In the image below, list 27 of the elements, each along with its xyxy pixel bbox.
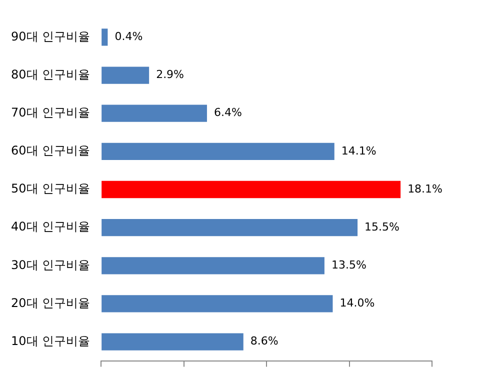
bar [102,28,108,46]
data-label: 18.1% [408,182,443,196]
y-tick-label: 50대 인구비율 [10,182,90,196]
data-label: 8.6% [250,334,278,348]
data-label: 14.0% [340,296,375,310]
bar [102,295,333,312]
data-label: 2.9% [156,68,184,82]
y-tick-label: 60대 인구비율 [10,144,90,158]
data-label: 15.5% [364,220,400,234]
y-tick-label: 30대 인구비율 [10,258,90,272]
y-tick-label: 90대 인구비율 [10,29,90,44]
bar [102,142,334,160]
y-tick-label: 70대 인구비율 [10,105,90,120]
y-tick-label: 20대 인구비율 [10,296,90,310]
bar [102,257,324,274]
data-label: 6.4% [214,106,242,120]
data-label: 13.5% [331,258,366,272]
y-tick-label: 10대 인구비율 [10,334,90,348]
y-tick-label: 40대 인구비율 [10,220,90,234]
bar [102,333,244,350]
y-tick-label: 80대 인구비율 [10,67,90,82]
data-label: 14.1% [341,144,376,158]
bar [102,180,401,198]
data-label: 0.4% [114,30,143,44]
bar [102,219,358,236]
bar [102,104,207,122]
bar [102,66,150,84]
